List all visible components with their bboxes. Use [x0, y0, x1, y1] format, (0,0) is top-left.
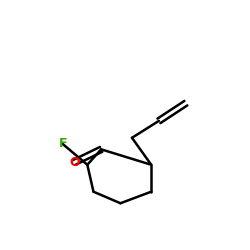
Text: F: F: [58, 138, 67, 150]
Text: O: O: [69, 156, 80, 169]
